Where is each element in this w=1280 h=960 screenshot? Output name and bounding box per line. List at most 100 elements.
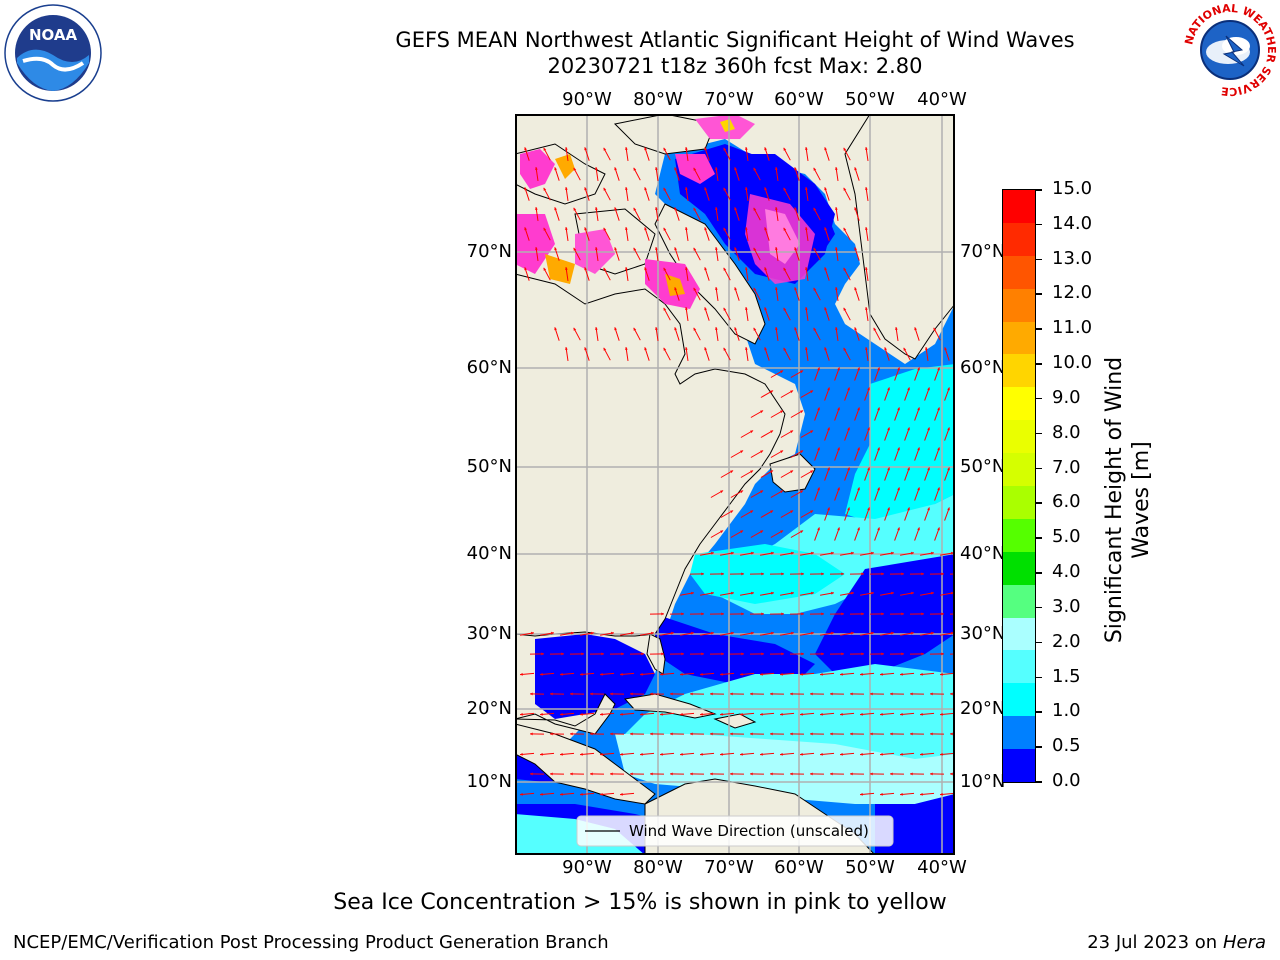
wind-wave-arrowhead	[770, 430, 774, 434]
wind-wave-arrowhead	[920, 672, 923, 676]
wind-wave-arrowhead	[625, 147, 628, 150]
wind-wave-arrowhead	[641, 652, 644, 656]
wind-wave-arrowhead	[760, 672, 763, 676]
wind-wave-arrowhead	[881, 612, 884, 616]
wind-wave-arrowhead	[721, 612, 724, 616]
wind-wave-arrowhead	[543, 267, 547, 271]
colorbar-tick-mark	[1035, 397, 1042, 400]
wind-wave-arrowhead	[870, 692, 873, 696]
wind-wave-arrowhead	[745, 347, 748, 350]
wind-wave-arrowhead	[723, 187, 727, 191]
map-panel: Wind Wave Direction (unscaled)	[514, 113, 965, 856]
wind-wave-arrowhead	[640, 712, 643, 716]
wind-wave-arrowhead	[847, 467, 850, 471]
wind-wave-arrowhead	[810, 390, 814, 394]
lon-tick-top: 40°W	[917, 89, 967, 110]
wind-wave-arrowhead	[800, 712, 803, 716]
wind-wave-arrowhead	[790, 732, 793, 736]
wind-wave-arrowhead	[715, 247, 718, 250]
wind-wave-arrowhead	[614, 327, 617, 331]
wind-wave-arrowhead	[907, 387, 910, 391]
wind-wave-arrowhead	[770, 692, 773, 696]
wind-wave-arrowhead	[720, 752, 723, 756]
colorbar-band	[1003, 453, 1035, 487]
footer-date-text: 23 Jul 2023 on	[1087, 932, 1223, 953]
wind-wave-arrowhead	[877, 367, 880, 371]
wind-wave-arrowhead	[565, 227, 568, 230]
lat-tick-right: 20°N	[960, 698, 1006, 719]
colorbar-tick-mark	[1035, 676, 1042, 679]
wind-wave-arrowhead	[584, 227, 587, 231]
wind-wave-arrowhead	[790, 692, 793, 696]
wind-wave-arrowhead	[680, 752, 683, 756]
wind-wave-arrowhead	[771, 631, 774, 635]
wind-wave-arrowhead	[614, 167, 617, 171]
wind-wave-arrowhead	[543, 227, 547, 231]
wind-wave-arrowhead	[867, 427, 870, 431]
wind-wave-arrowhead	[540, 712, 543, 716]
wind-wave-arrowhead	[674, 327, 677, 331]
wind-wave-arrowhead	[775, 287, 778, 290]
wind-wave-arrowhead	[740, 672, 743, 676]
wind-wave-arrowhead	[790, 470, 794, 474]
wind-wave-arrowhead	[600, 712, 603, 716]
wind-wave-arrowhead	[580, 752, 583, 756]
wind-wave-arrowhead	[685, 227, 688, 230]
wind-wave-arrowhead	[740, 450, 744, 454]
wind-wave-arrowhead	[937, 407, 940, 411]
wind-wave-arrowhead	[831, 631, 834, 635]
wind-wave-arrowhead	[580, 792, 583, 796]
wind-wave-arrowhead	[827, 467, 830, 471]
wind-wave-arrowhead	[753, 247, 757, 251]
colorbar-tick-mark	[1035, 572, 1042, 574]
wind-wave-arrowhead	[775, 167, 778, 170]
wind-wave-arrowhead	[847, 507, 850, 511]
wind-wave-arrowhead	[810, 470, 814, 474]
wind-wave-arrowhead	[685, 147, 688, 150]
colorbar-band	[1003, 420, 1035, 454]
wind-wave-arrowhead	[693, 247, 697, 251]
wind-wave-arrowhead	[917, 447, 920, 451]
colorbar-band	[1003, 288, 1035, 322]
wind-wave-arrowhead	[854, 287, 857, 291]
wind-wave-arrowhead	[764, 147, 767, 151]
wind-wave-arrowhead	[850, 772, 853, 776]
wind-wave-arrowhead	[603, 347, 607, 351]
wind-wave-arrowhead	[750, 692, 753, 696]
wind-wave-arrowhead	[595, 247, 598, 250]
wind-wave-arrowhead	[880, 752, 883, 756]
wind-wave-arrowhead	[843, 187, 847, 191]
wind-wave-arrowhead	[780, 752, 783, 756]
wind-wave-arrowhead	[663, 347, 667, 351]
wind-wave-arrowhead	[753, 327, 757, 331]
colorbar-tick-label: 5.0	[1052, 526, 1081, 548]
wind-wave-arrowhead	[745, 267, 748, 270]
wind-wave-arrowhead	[704, 227, 707, 231]
wind-wave-arrowhead	[931, 551, 934, 555]
wind-wave-arrowhead	[704, 347, 707, 351]
wind-wave-arrowhead	[610, 692, 613, 696]
wind-wave-arrowhead	[651, 631, 654, 635]
wind-wave-arrowhead	[860, 792, 863, 796]
wind-wave-arrowhead	[711, 591, 714, 595]
wind-wave-arrowhead	[535, 247, 538, 250]
wind-wave-arrowhead	[800, 450, 804, 454]
wind-wave-arrowhead	[937, 447, 940, 451]
wind-wave-arrowhead	[710, 692, 713, 696]
wind-wave-arrowhead	[704, 267, 707, 271]
wind-wave-arrowhead	[614, 207, 617, 211]
wind-wave-arrowhead	[663, 267, 667, 271]
wind-wave-arrowhead	[805, 347, 808, 350]
wind-wave-arrowhead	[723, 147, 727, 151]
map-canvas: Wind Wave Direction (unscaled)	[514, 113, 965, 856]
footer-date: 23 Jul 2023 on Hera	[1087, 932, 1266, 953]
wind-wave-arrowhead	[927, 467, 930, 471]
wind-wave-arrowhead	[865, 267, 868, 270]
noaa-logo-graphic: NOAA	[4, 4, 102, 102]
wind-wave-arrowhead	[801, 652, 804, 656]
wind-wave-arrowhead	[937, 527, 940, 531]
wind-wave-arrowhead	[887, 387, 890, 391]
wind-wave-arrowhead	[835, 207, 838, 210]
wind-wave-arrowhead	[827, 387, 830, 391]
wind-wave-arrowhead	[824, 187, 827, 191]
